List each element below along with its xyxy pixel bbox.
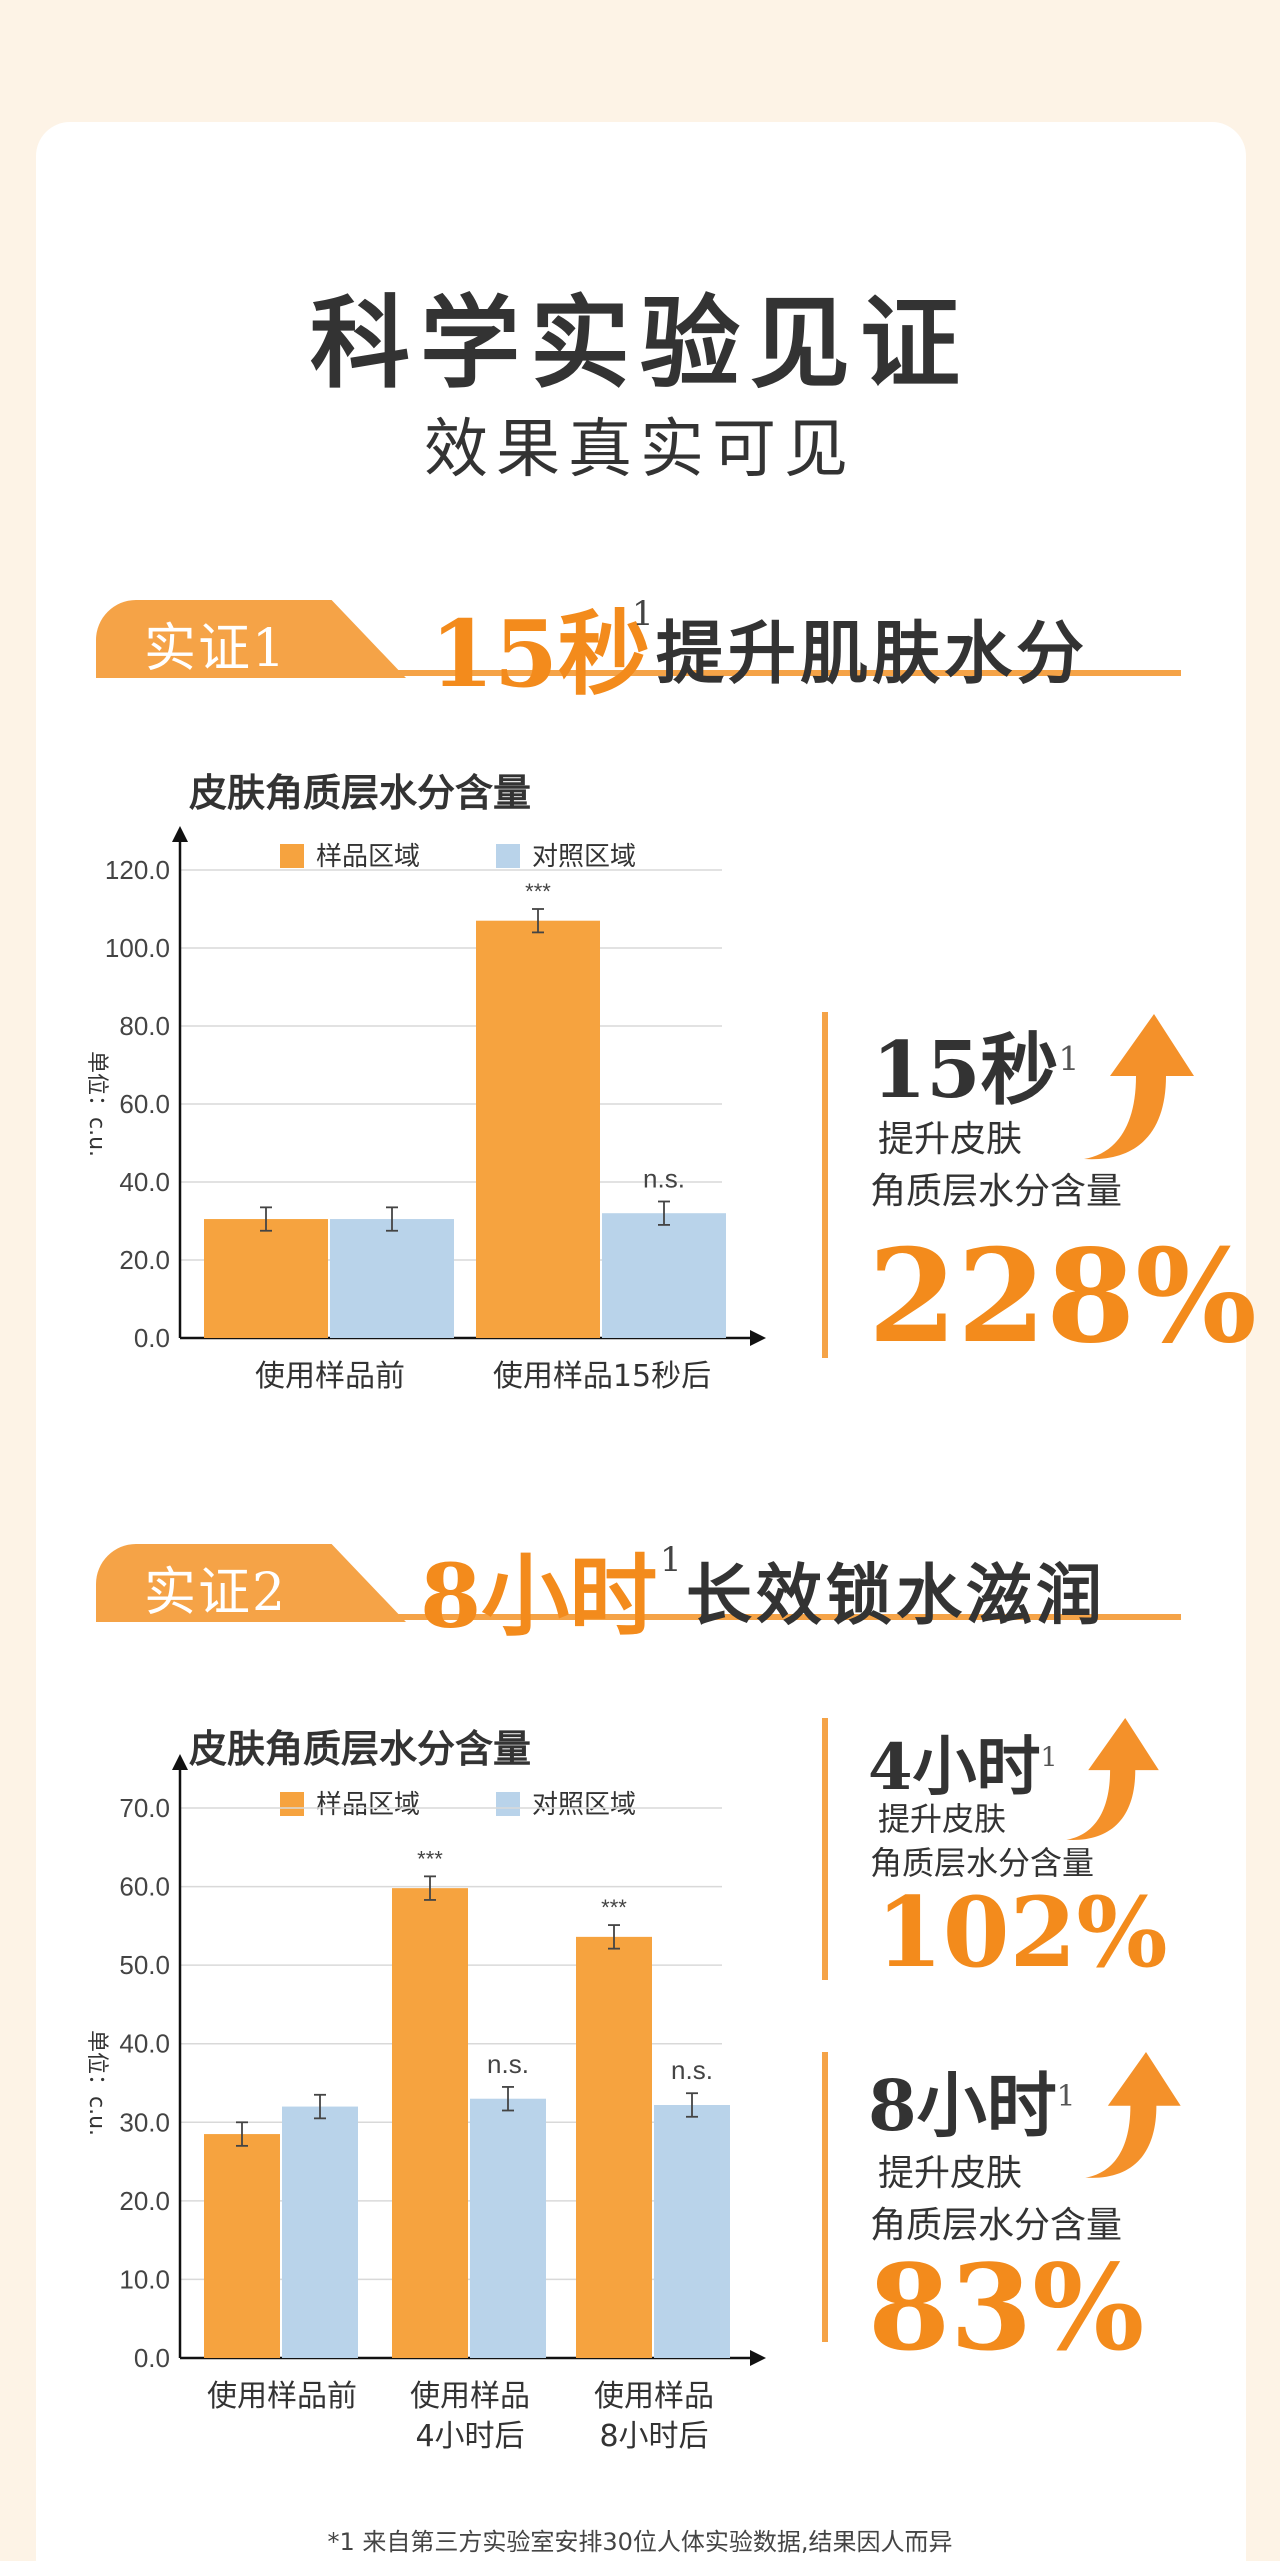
- arrow-up-icon: [1085, 2052, 1181, 2178]
- x-axis-arrow: [750, 2350, 766, 2366]
- legend-label: 对照区域: [532, 842, 636, 872]
- stat-value: 228%: [868, 1222, 1257, 1372]
- section2-text: 长效锁水滋润: [686, 1557, 1106, 1634]
- section1-banner: 实证1 15秒 1 提升肌肤水分: [96, 594, 1181, 708]
- chart-title: 皮肤角质层水分含量: [189, 1727, 531, 1771]
- stat-accent-bar: [822, 1012, 828, 1358]
- y-tick-label: 60.0: [119, 1089, 170, 1119]
- section2-tag-label: 实证2: [144, 1563, 288, 1623]
- legend-swatch: [496, 1792, 520, 1816]
- stat-time: 4小时1: [868, 1730, 1058, 1805]
- x-category-label: 使用样品: [594, 2379, 714, 2414]
- x-category-label: 使用样品前: [255, 1359, 405, 1394]
- y-axis-arrow: [172, 1754, 188, 1770]
- legend-swatch: [280, 844, 304, 868]
- section1-sup: 1: [632, 594, 654, 634]
- section2-tag: 实证2: [96, 1544, 406, 1622]
- bar-sample: [476, 920, 600, 1338]
- stat-4h: 4小时1 提升皮肤 角质层水分含量 102%: [822, 1718, 1222, 1989]
- y-tick-label: 120.0: [105, 855, 170, 885]
- stat-value: 83%: [868, 2238, 1145, 2377]
- stat-desc-line1: 提升皮肤: [878, 1119, 1023, 1160]
- legend-label: 样品区域: [316, 1790, 420, 1820]
- section2-highlight: 8小时: [420, 1544, 658, 1648]
- stat-desc-line2: 角质层水分含量: [870, 2205, 1123, 2246]
- stat-time: 15秒1: [872, 1025, 1080, 1116]
- arrow-up-icon: [1084, 1014, 1194, 1160]
- banner-underline: [96, 1614, 1181, 1620]
- section1-text: 提升肌肤水分: [656, 615, 1089, 694]
- section1-tag: 实证1: [96, 600, 406, 678]
- stat-desc-line2: 角质层水分含量: [870, 1844, 1095, 1882]
- x-category-label: 使用样品: [410, 2379, 530, 2414]
- y-tick-label: 100.0: [105, 933, 170, 963]
- x-category-label: 使用样品15秒后: [493, 1359, 711, 1394]
- legend-label: 对照区域: [532, 1790, 636, 1820]
- y-tick-label: 10.0: [119, 2264, 170, 2294]
- bar-sample: [392, 1888, 468, 2358]
- footnote: *1 来自第三方实验室安排30位人体实验数据,结果因人而异: [327, 2528, 953, 2556]
- stat-time: 8小时1: [868, 2064, 1076, 2147]
- bar-control: [330, 1219, 454, 1338]
- section1-tag-label: 实证1: [144, 619, 288, 679]
- y-axis-label: 单位：c.u.: [84, 1051, 109, 1157]
- arrow-up-icon: [1066, 1718, 1159, 1840]
- bar-control: [282, 2106, 358, 2358]
- legend-label: 样品区域: [316, 842, 420, 872]
- y-axis-label: 单位：c.u.: [84, 2030, 109, 2136]
- y-tick-label: 60.0: [119, 1872, 170, 1902]
- y-tick-label: 20.0: [119, 2186, 170, 2216]
- bar-sample: [576, 1936, 652, 2358]
- y-tick-label: 20.0: [119, 1245, 170, 1275]
- chart-title: 皮肤角质层水分含量: [189, 771, 531, 815]
- section1-highlight: 15秒: [430, 600, 651, 708]
- y-tick-label: 0.0: [134, 2343, 170, 2373]
- ns-label: n.s.: [643, 1164, 685, 1194]
- x-category-label: 4小时后: [415, 2419, 524, 2454]
- y-tick-label: 30.0: [119, 2107, 170, 2137]
- section2-sup: 1: [660, 1540, 682, 1580]
- stat-desc-line1: 提升皮肤: [878, 1800, 1007, 1838]
- significance-label: ***: [525, 879, 551, 904]
- stat-value: 102%: [876, 1876, 1168, 1989]
- x-category-label: 使用样品前: [207, 2379, 357, 2414]
- bar-control: [654, 2105, 730, 2358]
- page-subtitle: 效果真实可见: [424, 413, 856, 487]
- legend-swatch: [496, 844, 520, 868]
- x-category-label: 8小时后: [599, 2419, 708, 2454]
- stat-15s: 15秒1 提升皮肤 角质层水分含量 228%: [822, 1012, 1257, 1372]
- stat-8h: 8小时1 提升皮肤 角质层水分含量 83%: [822, 2052, 1222, 2377]
- bar-control: [470, 2098, 546, 2358]
- stat-desc-line2: 角质层水分含量: [870, 1171, 1123, 1212]
- significance-label: ***: [417, 1846, 443, 1871]
- bar-control: [602, 1213, 726, 1338]
- ns-label: n.s.: [671, 2055, 713, 2085]
- bar-sample: [204, 2134, 280, 2358]
- y-tick-label: 40.0: [119, 1167, 170, 1197]
- page-title: 科学实验见证: [310, 285, 970, 402]
- y-tick-label: 80.0: [119, 1011, 170, 1041]
- stat-accent-bar: [822, 2052, 828, 2342]
- stat-accent-bar: [822, 1718, 828, 1980]
- y-tick-label: 50.0: [119, 1950, 170, 1980]
- section2-banner: 实证2 8小时 1 长效锁水滋润: [96, 1538, 1181, 1648]
- x-axis-arrow: [750, 1330, 766, 1346]
- y-tick-label: 40.0: [119, 2029, 170, 2059]
- y-tick-label: 70.0: [119, 1793, 170, 1823]
- significance-label: ***: [601, 1895, 627, 1920]
- y-axis-arrow: [172, 826, 188, 842]
- ns-label: n.s.: [487, 2049, 529, 2079]
- legend-swatch: [280, 1792, 304, 1816]
- stat-desc-line1: 提升皮肤: [878, 2153, 1023, 2194]
- banner-underline: [96, 670, 1181, 676]
- y-tick-label: 0.0: [134, 1323, 170, 1353]
- bar-sample: [204, 1219, 328, 1338]
